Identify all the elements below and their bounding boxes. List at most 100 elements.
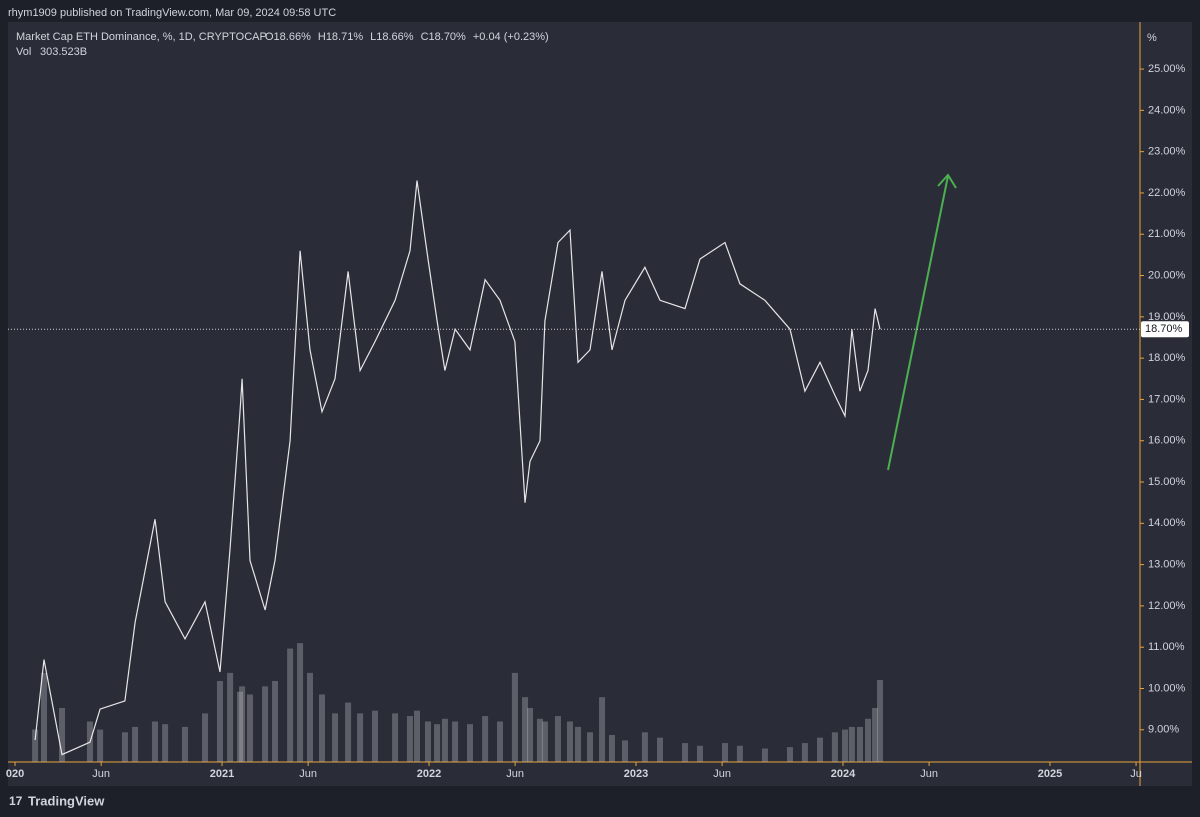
y-tick-label: 22.00% — [1148, 187, 1186, 199]
x-tick-label: Jun — [506, 768, 524, 780]
volume-bar — [371, 710, 378, 762]
footer-logo: TradingView — [28, 793, 105, 808]
y-tick-label: 18.00% — [1148, 352, 1186, 364]
volume-bar — [202, 713, 209, 762]
volume-bar — [587, 732, 594, 762]
x-tick-label: Jun — [92, 768, 110, 780]
volume-bar — [566, 721, 573, 762]
volume-bar — [536, 718, 543, 762]
volume-bar — [121, 732, 128, 762]
y-tick-label: 21.00% — [1148, 228, 1186, 240]
ohlc-value: L18.66% — [370, 31, 414, 43]
volume-bar — [272, 680, 279, 762]
volume-bar — [872, 707, 879, 762]
volume-bar — [41, 672, 48, 762]
volume-bar — [482, 716, 489, 762]
volume-bar — [262, 686, 269, 762]
volume-bar — [848, 726, 855, 762]
volume-bar — [608, 734, 615, 762]
last-price-box — [1141, 321, 1189, 338]
volume-bar — [786, 747, 793, 762]
volume-bar — [32, 729, 39, 762]
x-tick-label: Jun — [713, 768, 731, 780]
chart-title: Market Cap ETH Dominance, %, 1D, CRYPTOC… — [16, 31, 267, 43]
ohlc-value: H18.71% — [318, 31, 363, 43]
volume-bar — [239, 686, 246, 762]
volume-bar — [575, 726, 582, 762]
x-tick-label: Jun — [299, 768, 317, 780]
volume-bar — [877, 680, 884, 762]
x-tick-label: Jun — [920, 768, 938, 780]
y-tick-label: 19.00% — [1148, 311, 1186, 323]
volume-bar — [414, 710, 421, 762]
y-tick-label: 13.00% — [1148, 559, 1186, 571]
volume-bar — [424, 721, 431, 762]
volume-bar — [856, 726, 863, 762]
axis-unit: % — [1147, 32, 1157, 44]
y-tick-label: 17.00% — [1148, 393, 1186, 405]
volume-bar — [151, 721, 158, 762]
y-tick-label: 16.00% — [1148, 435, 1186, 447]
volume-bar — [227, 672, 234, 762]
y-tick-label: 9.00% — [1148, 724, 1179, 736]
volume-bar — [554, 716, 561, 762]
ohlc-values: O18.66% H18.71% L18.66% C18.70% +0.04 (+0.23… — [265, 31, 549, 43]
volume-bar — [541, 721, 548, 762]
last-price-label: 18.70% — [1145, 323, 1183, 335]
y-tick-label: 25.00% — [1148, 63, 1186, 75]
volume-bar — [842, 729, 849, 762]
volume-bar — [831, 732, 838, 762]
volume-bar — [801, 743, 808, 762]
x-tick-label: Ju — [1130, 768, 1142, 780]
x-tick-label: 020 — [6, 768, 24, 780]
volume-bar — [216, 680, 223, 762]
volume-bar — [522, 697, 529, 762]
x-tick-label: 2024 — [831, 768, 856, 780]
x-tick-label: 2021 — [210, 768, 234, 780]
annotation-arrow — [887, 173, 957, 471]
volume-bar — [527, 707, 534, 762]
y-tick-label: 14.00% — [1148, 517, 1186, 529]
volume-bar — [132, 726, 139, 762]
volume-bar — [657, 737, 664, 762]
volume-bar — [441, 718, 448, 762]
publish-info: rhym1909 published on TradingView.com, M… — [8, 7, 336, 19]
y-tick-label: 12.00% — [1148, 600, 1186, 612]
ohlc-value: C18.70% — [421, 31, 466, 43]
ohlc-value: +0.04 (+0.23%) — [473, 31, 549, 43]
volume-last: 303.523B — [40, 46, 87, 58]
volume-bar — [817, 737, 824, 762]
y-tick-label: 23.00% — [1148, 146, 1186, 158]
x-tick-label: 2023 — [624, 768, 648, 780]
volume-bar — [406, 716, 413, 762]
volume-bar — [297, 643, 304, 762]
logo-mark: 17 — [9, 794, 23, 808]
plot-area — [8, 22, 1192, 786]
volume-bar — [246, 694, 253, 762]
volume-bar — [392, 713, 399, 762]
volume-bar — [287, 648, 294, 762]
volume-bar — [237, 691, 244, 762]
volume-bar — [696, 745, 703, 762]
volume-bar — [736, 745, 743, 762]
volume-bar — [434, 724, 441, 762]
volume-bar — [682, 743, 689, 762]
x-tick-label: 2022 — [417, 768, 441, 780]
volume-bar — [761, 748, 768, 762]
y-tick-label: 11.00% — [1148, 641, 1185, 653]
y-tick-label: 24.00% — [1148, 104, 1186, 116]
volume-bar — [599, 697, 606, 762]
ohlc-value: O18.66% — [265, 31, 311, 43]
volume-bar — [181, 726, 188, 762]
volume-legend: Vol — [16, 46, 31, 58]
y-tick-label: 20.00% — [1148, 269, 1186, 281]
volume-bar — [332, 713, 339, 762]
x-tick-label: 2025 — [1038, 768, 1062, 780]
volume-bar — [97, 729, 104, 762]
volume-bar — [497, 721, 504, 762]
volume-bar — [641, 732, 648, 762]
y-tick-label: 15.00% — [1148, 476, 1186, 488]
volume-bar — [452, 721, 459, 762]
volume-bar — [865, 718, 872, 762]
